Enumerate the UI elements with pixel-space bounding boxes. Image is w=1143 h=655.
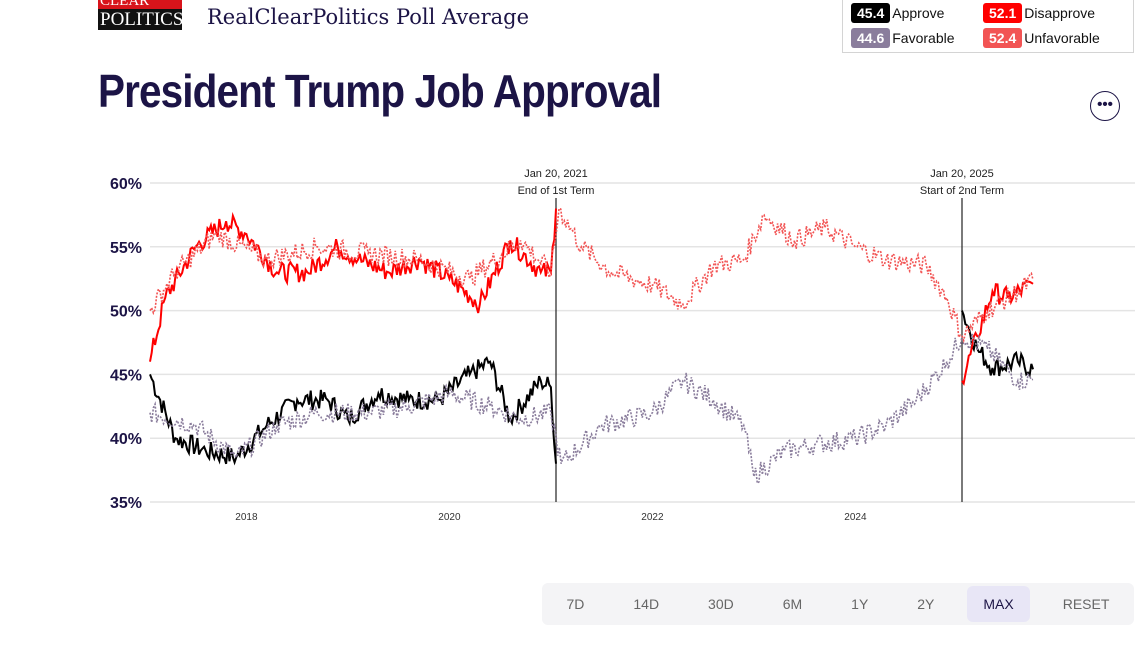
range-button-1y[interactable]: 1Y: [851, 596, 869, 612]
subtitle: RealClearPolitics Poll Average: [207, 5, 530, 29]
series-line-disapprove: [961, 279, 1034, 386]
legend-favorable: 44.6 Favorable: [851, 28, 955, 48]
legend-value: 52.4: [983, 28, 1023, 48]
series-line-disapprove: [149, 208, 557, 362]
x-tick-label: 2022: [641, 512, 664, 523]
legend-label: Unfavorable: [1024, 30, 1100, 46]
range-button-max[interactable]: MAX: [967, 586, 1030, 622]
annotation-date: Jan 20, 2025: [930, 168, 994, 180]
page-title: President Trump Job Approval: [98, 65, 662, 117]
x-tick-label: 2018: [235, 512, 258, 523]
y-tick-label: 60%: [110, 176, 142, 193]
logo-top: CLEAR: [98, 0, 182, 9]
range-button-14d[interactable]: 14D: [633, 596, 660, 612]
y-tick-label: 35%: [110, 495, 142, 512]
rcp-logo[interactable]: CLEAR POLITICS: [98, 0, 184, 30]
range-button-reset[interactable]: RESET: [1062, 596, 1110, 612]
range-button-30d[interactable]: 30D: [708, 596, 734, 612]
logo-bottom: POLITICS: [98, 9, 184, 30]
series-line-approve: [149, 356, 557, 466]
legend-label: Disapprove: [1024, 5, 1096, 21]
x-tick-label: 2020: [438, 512, 461, 523]
range-button-6m[interactable]: 6M: [782, 596, 803, 612]
legend-label: Favorable: [892, 30, 955, 46]
legend-value: 52.1: [983, 3, 1023, 23]
legend-unfavorable: 52.4 Unfavorable: [983, 28, 1100, 48]
legend-value: 44.6: [851, 28, 891, 48]
range-button-7d[interactable]: 7D: [566, 596, 585, 612]
range-buttons: 7D 14D 30D 6M 1Y 2Y MAX RESET: [542, 583, 1134, 625]
annotation-date: Jan 20, 2021: [524, 168, 588, 180]
legend: 45.4 Approve 52.1 Disapprove 44.6 Favorable…: [842, 0, 1134, 53]
range-button-2y[interactable]: 2Y: [917, 596, 935, 612]
annotation-label: End of 1st Term: [518, 185, 595, 197]
x-tick-label: 2024: [844, 512, 867, 523]
series-line-favorable: [149, 333, 1034, 485]
y-tick-label: 45%: [110, 367, 142, 384]
legend-disapprove: 52.1 Disapprove: [983, 3, 1095, 23]
y-tick-label: 40%: [110, 431, 142, 448]
ellipsis-icon[interactable]: •••: [1090, 91, 1120, 121]
legend-value: 45.4: [851, 3, 891, 23]
legend-label: Approve: [892, 5, 945, 21]
y-tick-label: 55%: [110, 240, 142, 257]
y-tick-label: 50%: [110, 304, 142, 321]
series-line-unfavorable: [149, 207, 1034, 344]
approval-chart: 60% 55% 50% 45% 40% 35% 2018 2020 2022 2024 Jan 20…: [110, 168, 1135, 523]
annotation-label: Start of 2nd Term: [920, 185, 1004, 197]
legend-approve: 45.4 Approve: [851, 3, 944, 23]
